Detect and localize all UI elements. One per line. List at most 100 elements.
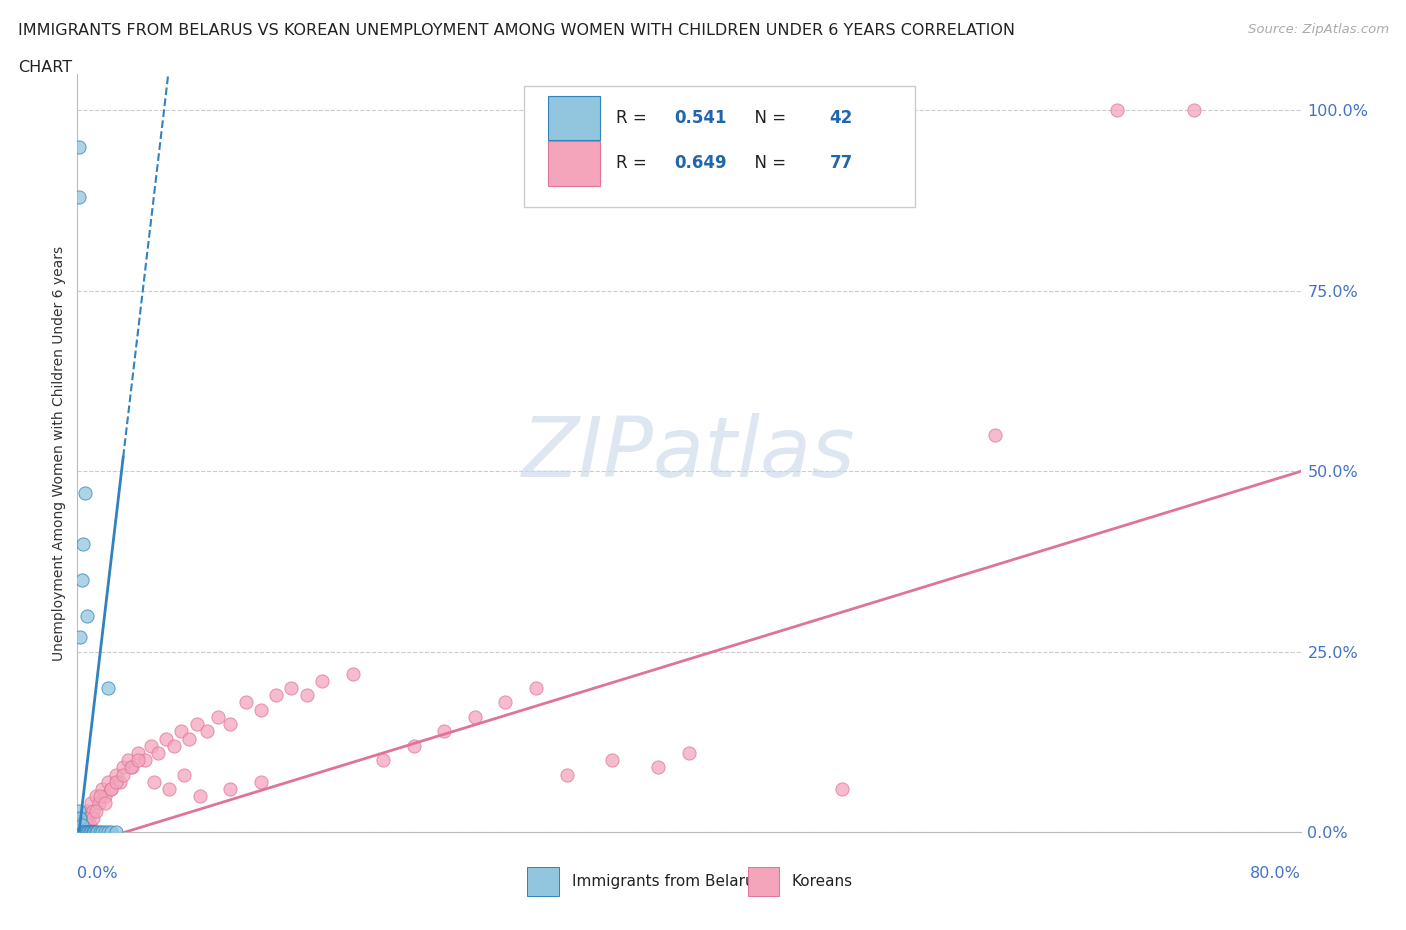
Point xyxy=(77,825,100,840)
Point xyxy=(67,817,90,832)
Point xyxy=(402,738,425,753)
Point xyxy=(76,817,98,832)
Point xyxy=(433,724,456,738)
Point xyxy=(69,825,91,840)
Point xyxy=(70,817,93,832)
Point xyxy=(90,781,112,796)
Point xyxy=(94,796,117,811)
Point xyxy=(72,825,94,840)
Point xyxy=(112,760,135,775)
Point xyxy=(117,752,139,767)
Point xyxy=(311,673,333,688)
Point xyxy=(83,825,105,840)
Point xyxy=(134,752,156,767)
Point xyxy=(69,817,91,832)
Point xyxy=(121,760,143,775)
Point xyxy=(97,681,120,696)
Point xyxy=(295,688,318,703)
Point xyxy=(984,428,1007,443)
FancyBboxPatch shape xyxy=(527,867,560,897)
Point xyxy=(89,789,111,804)
Point xyxy=(87,796,110,811)
Point xyxy=(77,810,100,825)
Point xyxy=(67,825,90,840)
Point xyxy=(79,817,101,832)
Y-axis label: Unemployment Among Women with Children Under 6 years: Unemployment Among Women with Children U… xyxy=(52,246,66,661)
FancyBboxPatch shape xyxy=(548,96,599,140)
Text: N =: N = xyxy=(744,109,792,126)
Text: 80.0%: 80.0% xyxy=(1250,867,1301,882)
Point xyxy=(555,767,578,782)
Point xyxy=(155,731,177,746)
Point xyxy=(100,825,122,840)
Point xyxy=(139,738,162,753)
Point xyxy=(1182,103,1205,118)
Point xyxy=(73,810,96,825)
Point xyxy=(67,825,90,840)
Point xyxy=(495,695,517,710)
Text: ZIPatlas: ZIPatlas xyxy=(522,413,856,494)
Point xyxy=(69,630,91,644)
Point xyxy=(127,752,149,767)
Point xyxy=(76,804,98,818)
Point xyxy=(70,825,93,840)
Point xyxy=(86,825,108,840)
Point xyxy=(67,190,90,205)
Point xyxy=(104,825,127,840)
Point xyxy=(70,572,93,587)
Point xyxy=(108,775,131,790)
Point xyxy=(67,825,90,840)
Point xyxy=(77,825,100,840)
Point xyxy=(84,804,107,818)
Text: CHART: CHART xyxy=(18,60,72,75)
Point xyxy=(97,775,120,790)
Point xyxy=(207,710,229,724)
Point xyxy=(82,825,104,840)
Point xyxy=(148,746,170,761)
Point xyxy=(80,825,103,840)
Point xyxy=(235,695,257,710)
Point xyxy=(70,825,93,840)
Point xyxy=(280,681,302,696)
Point xyxy=(67,825,90,840)
Point xyxy=(67,810,90,825)
Point xyxy=(94,789,117,804)
Text: Immigrants from Belarus: Immigrants from Belarus xyxy=(571,874,762,889)
Point xyxy=(82,810,104,825)
Point xyxy=(73,485,96,500)
Point xyxy=(250,702,273,717)
Point xyxy=(177,731,200,746)
Point xyxy=(76,825,98,840)
Text: 0.649: 0.649 xyxy=(675,154,727,172)
Point xyxy=(73,825,96,840)
Text: R =: R = xyxy=(616,109,651,126)
Point xyxy=(94,825,117,840)
FancyBboxPatch shape xyxy=(748,867,779,897)
Point xyxy=(342,666,364,681)
Point xyxy=(678,746,700,761)
Point xyxy=(120,760,142,775)
Point xyxy=(80,796,103,811)
Point xyxy=(100,781,122,796)
Point xyxy=(112,767,135,782)
Point xyxy=(524,681,547,696)
Point xyxy=(371,752,394,767)
Point xyxy=(76,825,98,840)
Point xyxy=(72,537,94,551)
Text: N =: N = xyxy=(744,154,792,172)
Point xyxy=(72,817,94,832)
Text: Koreans: Koreans xyxy=(792,874,853,889)
Point xyxy=(157,781,180,796)
Point xyxy=(195,724,218,738)
Point xyxy=(70,825,93,840)
Point xyxy=(69,825,91,840)
Point xyxy=(647,760,669,775)
Point xyxy=(76,608,98,623)
Point xyxy=(67,825,90,840)
Point xyxy=(142,775,165,790)
Point xyxy=(69,810,91,825)
Point xyxy=(264,688,287,703)
FancyBboxPatch shape xyxy=(548,141,599,186)
Point xyxy=(84,825,107,840)
Point xyxy=(79,825,101,840)
